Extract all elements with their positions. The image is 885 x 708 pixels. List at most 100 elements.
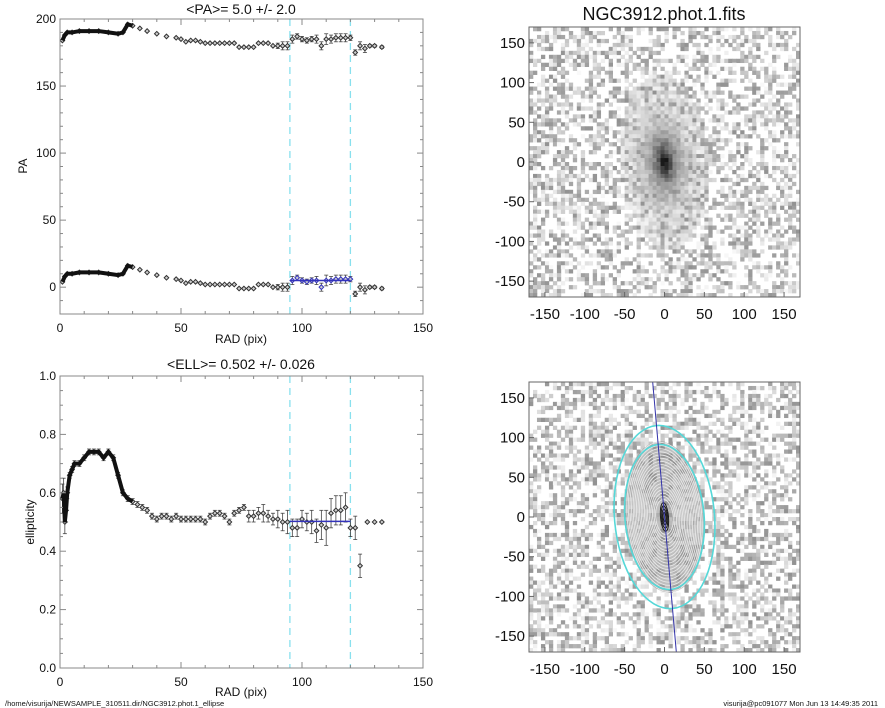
image-pixel xyxy=(600,457,606,462)
data-point xyxy=(366,42,373,49)
image-pixel xyxy=(536,517,542,522)
image-pixel xyxy=(768,118,773,123)
image-pixel xyxy=(672,94,677,99)
image-pixel xyxy=(760,273,765,278)
image-pixel xyxy=(624,473,629,478)
image-pixel xyxy=(676,158,681,163)
image-pixel xyxy=(696,253,701,258)
image-pixel xyxy=(660,86,665,91)
image-pixel xyxy=(616,269,621,274)
data-point xyxy=(144,269,151,276)
image-pixel xyxy=(700,261,705,266)
image-pixel xyxy=(532,213,538,218)
image-pixel xyxy=(596,138,602,143)
image-pixel xyxy=(776,505,781,510)
image-pixel xyxy=(640,27,645,32)
image-pixel xyxy=(660,173,665,179)
image-pixel xyxy=(688,193,693,199)
image-pixel xyxy=(788,185,793,191)
image-pixel xyxy=(572,457,578,462)
image-pixel xyxy=(624,197,629,203)
image-pixel xyxy=(572,205,578,210)
image-pixel xyxy=(620,193,625,199)
image-pixel xyxy=(708,393,713,399)
image-pixel xyxy=(756,193,761,199)
image-pixel xyxy=(668,409,673,415)
image-pixel xyxy=(588,382,594,387)
image-pixel xyxy=(544,536,550,542)
image-pixel xyxy=(700,90,705,95)
image-pixel xyxy=(580,118,586,123)
image-pixel xyxy=(568,425,574,430)
image-pixel xyxy=(728,213,733,218)
image-pixel xyxy=(704,405,709,411)
image-pixel xyxy=(748,50,753,56)
image-pixel xyxy=(720,138,725,143)
image-pixel xyxy=(564,42,570,48)
image-pixel xyxy=(532,505,538,510)
image-pixel xyxy=(680,114,685,119)
image-pixel xyxy=(692,94,697,99)
image-pixel xyxy=(752,285,757,290)
image-pixel xyxy=(632,213,637,218)
image-pixel xyxy=(612,536,617,542)
image-pixel xyxy=(656,221,661,226)
image-pixel xyxy=(600,281,606,286)
image-pixel xyxy=(684,118,689,123)
image-pixel xyxy=(688,98,693,103)
image-pixel xyxy=(716,154,721,159)
image-pixel xyxy=(744,94,749,99)
image-pixel xyxy=(792,417,797,423)
image-pixel xyxy=(780,493,785,498)
image-pixel xyxy=(608,50,613,56)
image-pixel xyxy=(548,193,554,199)
image-pixel xyxy=(736,493,741,498)
image-pixel xyxy=(612,465,617,470)
image-pixel xyxy=(620,493,625,498)
image-pixel xyxy=(660,122,665,127)
image-pixel xyxy=(716,409,721,415)
image-pixel xyxy=(604,253,610,258)
image-pixel xyxy=(712,138,717,143)
image-pixel xyxy=(624,42,629,48)
image-pixel xyxy=(684,154,689,159)
image-pixel xyxy=(604,237,610,242)
image-pixel xyxy=(640,98,645,103)
image-pixel xyxy=(780,134,785,139)
image-pixel xyxy=(664,74,669,79)
image-pixel xyxy=(608,102,613,107)
image-pixel xyxy=(608,66,613,71)
image-pixel xyxy=(560,393,566,399)
image-pixel xyxy=(704,461,709,466)
image-pixel xyxy=(692,126,697,131)
image-pixel xyxy=(788,58,793,64)
image-pixel xyxy=(644,106,649,111)
image-pixel xyxy=(628,154,633,159)
image-pixel xyxy=(580,509,586,514)
image-pixel xyxy=(636,118,641,123)
image-pixel xyxy=(572,285,578,290)
image-pixel xyxy=(640,397,645,403)
image-pixel xyxy=(684,417,689,423)
image-pixel xyxy=(748,46,753,52)
image-pixel xyxy=(648,134,653,139)
image-pixel xyxy=(529,50,534,56)
image-pixel xyxy=(600,122,606,127)
image-pixel xyxy=(648,110,653,115)
image-pixel xyxy=(676,90,681,95)
image-pixel xyxy=(684,162,689,167)
image-pixel xyxy=(680,169,685,175)
image-pixel xyxy=(736,146,741,151)
image-pixel xyxy=(744,154,749,159)
image-pixel xyxy=(712,241,717,246)
image-pixel xyxy=(772,473,777,478)
image-pixel xyxy=(740,213,745,218)
image-pixel xyxy=(680,449,685,454)
image-pixel xyxy=(536,27,542,32)
image-pixel xyxy=(604,189,610,195)
image-pixel xyxy=(776,273,781,278)
image-pixel xyxy=(580,528,586,534)
image-pixel xyxy=(664,293,669,298)
image-pixel xyxy=(708,90,713,95)
image-pixel xyxy=(624,469,629,474)
